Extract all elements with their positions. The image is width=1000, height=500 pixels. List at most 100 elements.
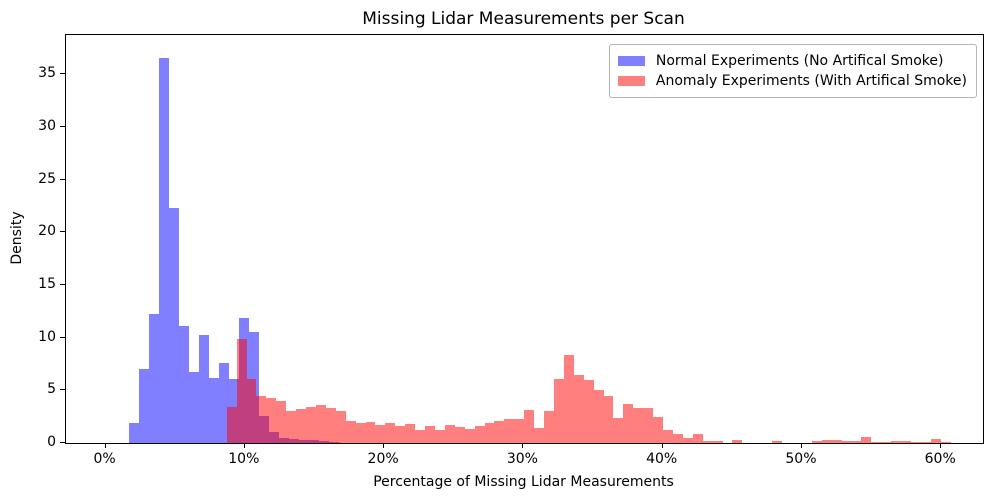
histogram-bar-normal [188, 372, 199, 443]
y-tick [60, 336, 65, 338]
y-tick-label: 0 [47, 434, 56, 450]
histogram-bar-anomaly [930, 438, 941, 443]
histogram-bar-anomaly [841, 440, 852, 443]
histogram-bar-anomaly [494, 421, 505, 443]
legend-label-anomaly: Anomaly Experiments (With Artifical Smok… [655, 73, 967, 89]
histogram-bar-anomaly [663, 430, 673, 443]
histogram-bar-anomaly [355, 423, 366, 443]
x-tick-label: 20% [367, 451, 399, 467]
x-tick [940, 443, 942, 448]
histogram-bar-anomaly [920, 441, 931, 443]
histogram-bar-anomaly [940, 442, 951, 443]
y-tick [60, 178, 65, 180]
histogram-bar-anomaly [226, 407, 237, 443]
x-tick [800, 443, 802, 448]
histogram-bar-normal [208, 377, 219, 443]
histogram-bar-anomaly [405, 424, 416, 443]
histogram-bar-anomaly [881, 442, 892, 443]
y-tick [60, 442, 65, 443]
x-tick-label: 10% [228, 451, 260, 467]
y-tick [60, 73, 65, 75]
histogram-bar-anomaly [236, 338, 247, 443]
histogram-bar-anomaly [315, 404, 326, 443]
histogram-bar-anomaly [831, 440, 842, 443]
histogram-bar-anomaly [286, 411, 297, 443]
y-tick [60, 389, 65, 391]
histogram-bar-anomaly [434, 429, 445, 443]
histogram-bar-anomaly [524, 410, 535, 443]
histogram-bar-normal [128, 423, 139, 443]
histogram-bar-anomaly [563, 355, 574, 443]
legend-label-normal: Normal Experiments (No Artifical Smoke) [655, 53, 944, 69]
y-tick-label: 20 [38, 223, 56, 240]
histogram-bar-anomaly [573, 375, 584, 443]
y-tick-label: 10 [38, 328, 56, 345]
histogram-bar-anomaly [732, 440, 743, 443]
histogram-bar-normal [168, 208, 179, 443]
histogram-bar-anomaly [653, 416, 664, 443]
histogram-bar-normal [218, 362, 229, 443]
histogram-bar-anomaly [593, 390, 604, 443]
histogram-bar-anomaly [772, 441, 783, 443]
histogram-bar-anomaly [811, 440, 822, 443]
histogram-bar-anomaly [861, 436, 872, 443]
x-tick [522, 443, 524, 448]
x-tick [243, 443, 245, 448]
x-tick-label: 60% [924, 451, 956, 467]
histogram-bar-anomaly [603, 395, 614, 443]
histogram-bar-anomaly [583, 379, 594, 443]
x-tick-label: 30% [506, 451, 538, 467]
x-tick [104, 443, 106, 448]
x-tick-label: 50% [785, 451, 817, 467]
histogram-bar-anomaly [544, 411, 554, 443]
y-axis-label: Density [9, 211, 25, 265]
chart-title: Missing Lidar Measurements per Scan [362, 9, 685, 29]
histogram-bar-anomaly [395, 425, 406, 443]
x-tick [661, 443, 663, 448]
histogram-bar-anomaly [613, 417, 624, 443]
histogram-bar-normal [148, 313, 159, 443]
x-tick [383, 443, 385, 448]
histogram-bar-anomaly [246, 379, 257, 443]
histogram-bar-anomaly [345, 421, 356, 443]
histogram-bar-anomaly [415, 430, 426, 443]
legend-swatch-normal [617, 56, 645, 66]
legend: Normal Experiments (No Artifical Smoke) … [608, 44, 977, 98]
histogram-bar-anomaly [464, 429, 475, 443]
histogram-bar-anomaly [712, 441, 723, 443]
histogram-bar-anomaly [296, 409, 307, 443]
y-tick [60, 284, 65, 286]
x-tick-label: 40% [646, 451, 678, 467]
histogram-bar-anomaly [365, 421, 376, 443]
histogram-bar-anomaly [454, 427, 465, 443]
y-tick-label: 35 [38, 65, 56, 82]
histogram-bar-anomaly [306, 407, 316, 443]
y-tick-label: 25 [38, 170, 56, 187]
histogram-bar-anomaly [276, 400, 287, 443]
y-tick-label: 30 [38, 118, 56, 135]
histogram-bar-anomaly [851, 441, 862, 443]
histogram-bar-anomaly [643, 408, 654, 443]
x-axis-label: Percentage of Missing Lidar Measurements [373, 474, 674, 490]
histogram-bar-anomaly [672, 433, 683, 443]
legend-entry-anomaly: Anomaly Experiments (With Artifical Smok… [617, 71, 967, 91]
histogram-bar-normal [158, 57, 169, 443]
histogram-bar-normal [138, 369, 149, 443]
legend-swatch-anomaly [617, 76, 645, 86]
histogram-bar-anomaly [444, 424, 455, 443]
histogram-bar-normal [178, 326, 189, 443]
x-tick-label: 0% [93, 451, 116, 467]
histogram-bar-anomaly [534, 427, 545, 443]
histogram-bar-anomaly [623, 404, 634, 443]
histogram-bar-anomaly [871, 441, 882, 443]
histogram-bars [66, 35, 983, 443]
histogram-bar-anomaly [335, 411, 346, 443]
histogram-bar-anomaly [256, 395, 267, 443]
y-tick [60, 126, 65, 128]
histogram-bar-anomaly [821, 440, 832, 443]
histogram-bar-anomaly [474, 426, 485, 443]
histogram-bar-normal [198, 334, 209, 443]
histogram-bar-anomaly [633, 408, 644, 443]
histogram-bar-anomaly [891, 440, 902, 443]
